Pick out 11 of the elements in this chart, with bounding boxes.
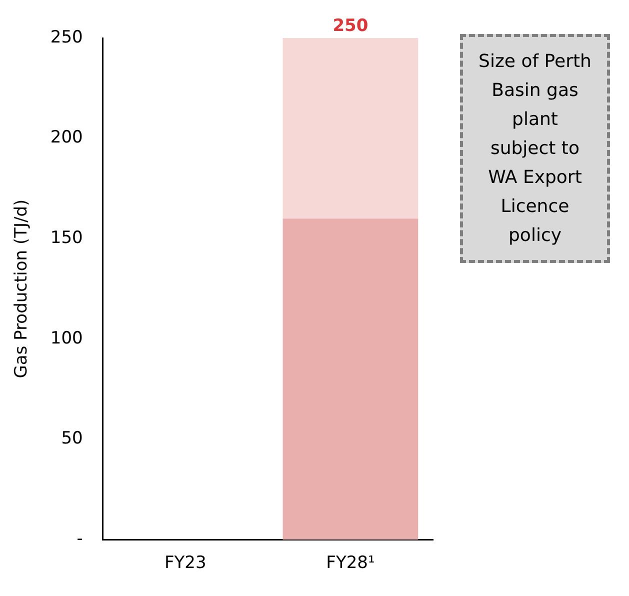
text: Size of Perth Basin gas plant subject to WA Export Licence policy [460,34,610,263]
y-tick-label: 200 [50,128,83,148]
y-axis-title: Gas Production (TJ/d) [12,199,32,378]
y-tick-label: 150 [50,228,83,248]
y-tick-label: 100 [50,328,83,348]
total-label: 250 [332,16,368,36]
x-tick-label: FY23 [164,553,206,574]
y-tick-label: 250 [50,27,83,48]
y-tick-label: - [76,529,83,550]
x-tick-label: FY28¹ [326,553,375,574]
y-tick-label: 50 [61,428,83,449]
